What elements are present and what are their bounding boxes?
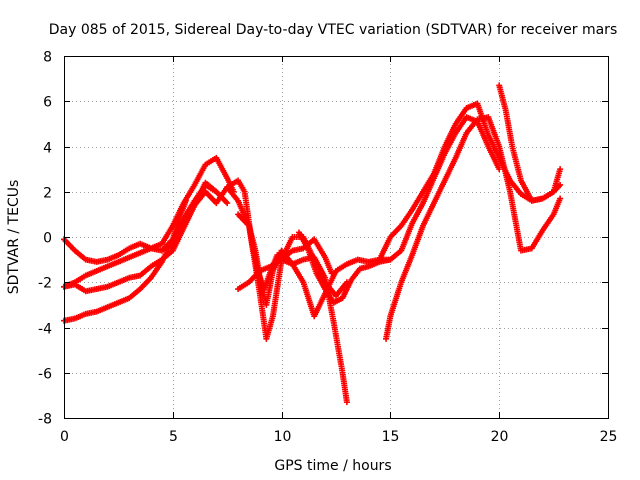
y-tick-label: -4 bbox=[38, 322, 52, 338]
series-track-5 bbox=[169, 177, 335, 293]
x-tick-label: 15 bbox=[382, 429, 400, 445]
x-axis-ticks: 0 5 10 15 20 25 bbox=[60, 56, 617, 445]
y-tick-label: -2 bbox=[38, 276, 52, 292]
x-tick-label: 25 bbox=[600, 429, 618, 445]
data-series bbox=[61, 82, 564, 406]
data-point bbox=[557, 166, 564, 173]
data-point bbox=[496, 166, 503, 173]
y-tick-label: -8 bbox=[38, 412, 52, 428]
series-track-12 bbox=[496, 82, 564, 204]
y-tick-label: 2 bbox=[43, 186, 52, 202]
series-track-11 bbox=[383, 114, 564, 342]
chart-title: Day 085 of 2015, Sidereal Day-to-day VTE… bbox=[49, 22, 617, 38]
y-tick-label: 0 bbox=[43, 231, 52, 247]
y-tick-label: 8 bbox=[43, 50, 52, 66]
data-point bbox=[557, 195, 564, 202]
grid bbox=[64, 56, 608, 418]
data-point bbox=[343, 399, 350, 406]
x-axis-label: GPS time / hours bbox=[274, 458, 391, 474]
series-track-10 bbox=[376, 100, 564, 263]
y-axis-ticks: -8 -6 -4 -2 0 2 4 6 8 bbox=[38, 50, 608, 428]
x-tick-label: 20 bbox=[491, 429, 509, 445]
x-tick-label: 10 bbox=[274, 429, 292, 445]
x-tick-label: 0 bbox=[60, 429, 69, 445]
y-axis-label: SDTVAR / TECUs bbox=[6, 180, 22, 295]
y-tick-label: 4 bbox=[43, 141, 52, 157]
data-point bbox=[224, 200, 231, 207]
y-tick-label: -6 bbox=[38, 367, 52, 383]
series-track-9 bbox=[296, 114, 503, 306]
y-tick-label: 6 bbox=[43, 95, 52, 111]
x-tick-label: 5 bbox=[169, 429, 178, 445]
